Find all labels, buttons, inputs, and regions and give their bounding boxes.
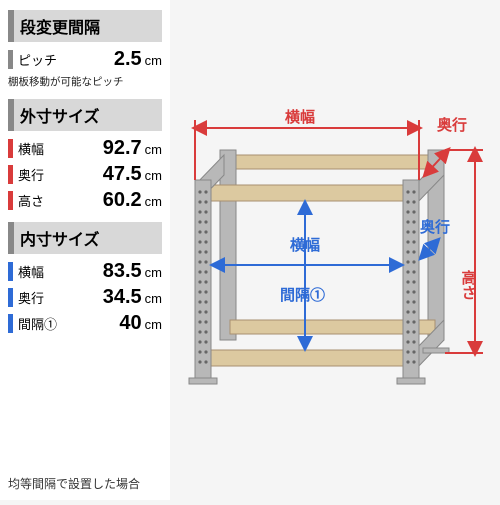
dim-outer-depth: 奥行 <box>437 116 467 134</box>
unit: cm <box>145 53 162 68</box>
spec-row: 奥行 34.5 cm <box>8 286 162 309</box>
spec-label-outer-depth: 奥行 <box>8 165 58 184</box>
section-inner-header: 内寸サイズ <box>8 222 162 254</box>
spec-row: ピッチ 2.5 cm <box>8 48 162 71</box>
spec-value: 34.5 <box>58 286 144 309</box>
dim-outer-width: 横幅 <box>285 108 315 126</box>
spec-value: 92.7 <box>58 137 144 160</box>
spec-label-inner-gap: 間隔① <box>8 314 58 333</box>
spec-label-outer-width: 横幅 <box>8 139 58 158</box>
unit: cm <box>145 142 162 157</box>
unit: cm <box>145 168 162 183</box>
spec-label-inner-width: 横幅 <box>8 262 58 281</box>
spec-row: 間隔① 40 cm <box>8 312 162 335</box>
spec-label-pitch: ピッチ <box>8 50 58 69</box>
unit: cm <box>145 291 162 306</box>
spec-value: 47.5 <box>58 163 144 186</box>
spec-panel: 段変更間隔 ピッチ 2.5 cm 棚板移動が可能なピッチ 外寸サイズ 横幅 92… <box>0 0 170 500</box>
spec-label-outer-height: 高さ <box>8 191 58 210</box>
dim-outer-height: 高さ <box>460 269 477 300</box>
section-outer-header: 外寸サイズ <box>8 99 162 131</box>
spec-value: 60.2 <box>58 189 144 212</box>
spec-row: 高さ 60.2 cm <box>8 189 162 212</box>
spec-row: 横幅 92.7 cm <box>8 137 162 160</box>
spec-value: 2.5 <box>58 48 144 71</box>
spec-row: 横幅 83.5 cm <box>8 260 162 283</box>
spec-row: 奥行 47.5 cm <box>8 163 162 186</box>
shelf-diagram: 横幅 奥行 高さ 横幅 奥行 間隔① <box>175 0 500 500</box>
spec-label-inner-depth: 奥行 <box>8 288 58 307</box>
dim-inner-depth: 奥行 <box>420 218 450 236</box>
spec-value: 83.5 <box>58 260 144 283</box>
bottom-note: 均等間隔で設置した場合 <box>8 475 140 492</box>
unit: cm <box>145 265 162 280</box>
unit: cm <box>145 317 162 332</box>
section-pitch-header: 段変更間隔 <box>8 10 162 42</box>
spec-value: 40 <box>58 312 144 335</box>
pitch-note: 棚板移動が可能なピッチ <box>8 74 162 89</box>
unit: cm <box>145 194 162 209</box>
dim-inner-gap: 間隔① <box>280 286 325 304</box>
